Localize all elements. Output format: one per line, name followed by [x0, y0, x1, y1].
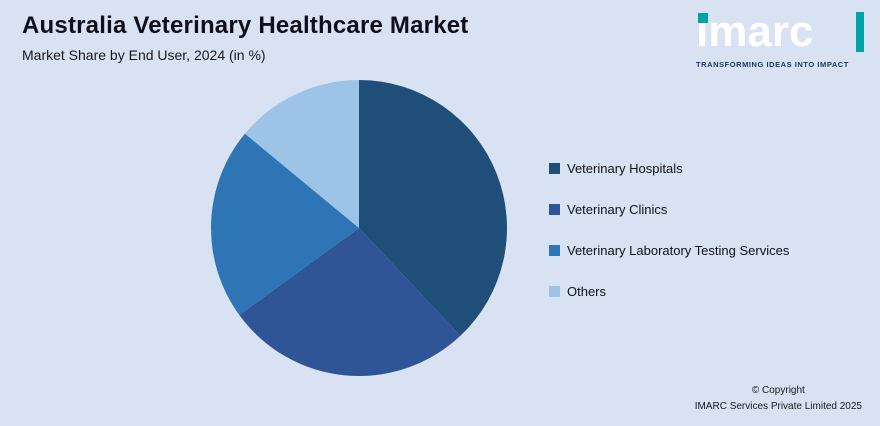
- copyright-line2: IMARC Services Private Limited 2025: [694, 400, 862, 412]
- page-subtitle: Market Share by End User, 2024 (in %): [22, 47, 266, 63]
- legend-marker: [549, 285, 560, 297]
- pie-slice-3: [244, 80, 359, 228]
- pie-slice-0: [359, 80, 507, 336]
- chart-legend: Veterinary Hospitals Veterinary Clinics Ve…: [549, 160, 789, 324]
- legend-label: Others: [567, 283, 607, 299]
- logo-wordmark-row: imarc: [696, 10, 864, 56]
- pie-slice-2: [211, 133, 359, 315]
- pie-slice-1: [239, 228, 461, 376]
- logo-bar-icon: [856, 12, 864, 52]
- page-title: Australia Veterinary Healthcare Market: [22, 12, 469, 39]
- logo-tagline: TRANSFORMING IDEAS INTO IMPACT: [696, 60, 849, 69]
- legend-item: Others: [549, 283, 789, 299]
- legend-label: Veterinary Laboratory Testing Services: [567, 242, 790, 258]
- pie-chart: [208, 77, 510, 379]
- copyright-line1: © Copyright: [751, 385, 805, 396]
- legend-marker: [549, 162, 560, 174]
- logo-dot-icon: [698, 13, 708, 23]
- legend-marker: [549, 244, 560, 256]
- legend-label: Veterinary Hospitals: [567, 160, 683, 176]
- logo-wordmark: imarc: [696, 7, 814, 56]
- legend-item: Veterinary Clinics: [549, 201, 789, 217]
- legend-item: Veterinary Laboratory Testing Services: [549, 242, 789, 258]
- imarc-logo: imarc TRANSFORMING IDEAS INTO IMPACT: [696, 10, 864, 69]
- legend-label: Veterinary Clinics: [567, 201, 668, 217]
- legend-marker: [549, 203, 560, 215]
- pie-chart-svg: [211, 80, 507, 376]
- legend-item: Veterinary Hospitals: [549, 160, 789, 176]
- copyright-notice: © Copyright IMARC Services Private Limit…: [695, 383, 862, 414]
